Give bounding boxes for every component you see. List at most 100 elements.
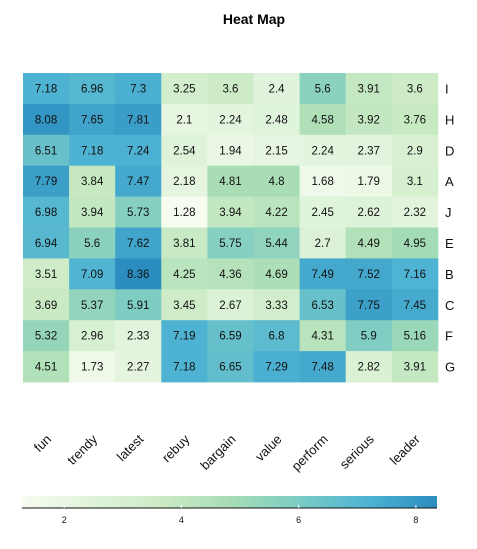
heatmap-cell (161, 103, 208, 136)
column-label: rebuy (159, 431, 193, 465)
heatmap-cell (391, 103, 439, 136)
heatmap-cell (391, 134, 439, 167)
heatmap-cell (69, 351, 116, 383)
cell-value-label: 6.51 (35, 145, 57, 157)
heatmap-cell (69, 134, 116, 167)
heatmap-cell (23, 165, 70, 197)
colorbar-gradient (22, 496, 437, 508)
cell-value-label: 3.6 (407, 83, 423, 95)
cell-value-label: 6.59 (219, 331, 241, 343)
heatmap-cell (391, 351, 439, 383)
colorbar: 2 4 6 8 (22, 496, 437, 525)
heatmap-cell (345, 103, 393, 136)
row-label: B (445, 267, 454, 282)
colorbar-tick-label: 2 (62, 515, 67, 525)
heatmap-cell (391, 258, 439, 290)
cell-value-label: 4.22 (265, 207, 287, 219)
heatmap-cell (23, 351, 70, 383)
cell-value-label: 2.96 (81, 331, 103, 343)
heatmap-cell (207, 351, 254, 383)
heatmap-cell (345, 258, 393, 290)
cell-value-label: 4.49 (358, 238, 380, 250)
heatmap-cell (207, 289, 254, 321)
column-label: perform (288, 432, 330, 474)
cell-value-label: 3.45 (173, 300, 195, 312)
heatmap-cell (207, 320, 254, 352)
row-label: J (445, 205, 452, 220)
heatmap-cell (23, 196, 70, 228)
cell-value-label: 3.94 (81, 207, 104, 219)
heatmap-cell (345, 227, 393, 259)
cell-value-label: 2.24 (219, 114, 242, 126)
cell-value-label: 2.32 (404, 207, 426, 219)
cell-value-label: 7.79 (35, 176, 57, 188)
row-label: H (445, 112, 454, 127)
heatmap-cell (161, 258, 208, 290)
cell-value-label: 4.25 (173, 269, 195, 281)
cell-value-label: 5.6 (84, 238, 100, 250)
heatmap-cell (391, 165, 439, 197)
cell-value-label: 3.91 (404, 362, 426, 374)
cell-value-label: 2.67 (219, 300, 241, 312)
cell-value-label: 4.31 (311, 331, 333, 343)
heatmap-cell (345, 320, 393, 352)
row-label: A (445, 174, 454, 189)
cell-value-label: 5.9 (361, 331, 377, 343)
heatmap-cell (69, 227, 116, 259)
heatmap-cell (253, 289, 300, 321)
heatmap-cell (391, 320, 439, 352)
heatmap-cell (253, 134, 300, 167)
heatmap-cell (207, 227, 254, 259)
row-label: E (445, 236, 454, 251)
heatmap-cell (253, 320, 300, 352)
column-label: trendy (64, 431, 101, 468)
cell-value-label: 4.51 (35, 362, 57, 374)
cell-value-label: 2.18 (173, 176, 195, 188)
heatmap-cell (299, 227, 347, 259)
heatmap-cell (207, 134, 254, 167)
cell-value-label: 7.18 (173, 362, 195, 374)
cell-value-label: 2.24 (311, 145, 334, 157)
heatmap-cell (299, 134, 347, 167)
cell-value-label: 3.81 (173, 238, 195, 250)
cell-value-label: 4.8 (269, 176, 285, 188)
heatmap-cell (161, 165, 208, 197)
heatmap-cell (161, 227, 208, 259)
heatmap-cells: 7.18 6.96 7.3 3.25 3.6 2.4 5.6 3.91 3.6 8.08 7.65 7… (23, 73, 439, 383)
heatmap-cell (161, 320, 208, 352)
cell-value-label: 2.54 (173, 145, 196, 157)
cell-value-label: 3.1 (407, 176, 423, 188)
cell-value-label: 3.6 (222, 83, 238, 95)
heatmap-cell (161, 134, 208, 167)
heatmap-cell (207, 103, 254, 136)
heatmap-cell (207, 73, 254, 105)
colorbar-tick-label: 4 (179, 515, 184, 525)
cell-value-label: 1.79 (358, 176, 380, 188)
cell-value-label: 4.58 (311, 114, 333, 126)
heatmap-cell (69, 289, 116, 321)
heatmap-cell (115, 196, 162, 228)
heatmap-cell (115, 351, 162, 383)
cell-value-label: 3.25 (173, 83, 195, 95)
column-label: leader (387, 431, 424, 468)
heatmap-cell (299, 165, 347, 197)
heatmap-cell (23, 103, 70, 136)
cell-value-label: 1.28 (173, 207, 195, 219)
heatmap-cell (345, 196, 393, 228)
heatmap-cell (207, 258, 254, 290)
heatmap-cell (253, 165, 300, 197)
column-label: value (252, 432, 285, 465)
row-label: D (445, 143, 454, 158)
cell-value-label: 2.62 (358, 207, 380, 219)
cell-value-label: 8.36 (127, 269, 149, 281)
heatmap-cell (253, 73, 300, 105)
cell-value-label: 7.18 (35, 83, 57, 95)
heatmap-cell (161, 73, 208, 105)
cell-value-label: 1.73 (81, 362, 103, 374)
heatmap-cell (69, 258, 116, 290)
heatmap-cell (253, 227, 300, 259)
cell-value-label: 6.8 (269, 331, 285, 343)
heatmap-cell (23, 134, 70, 167)
cell-value-label: 7.49 (311, 269, 333, 281)
